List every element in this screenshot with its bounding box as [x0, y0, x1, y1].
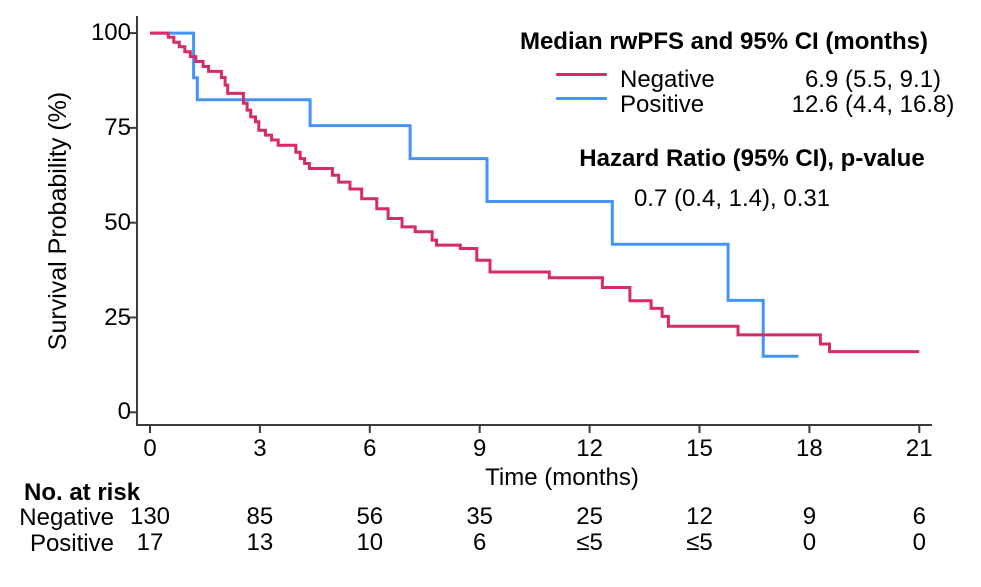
legend-label-positive: Positive — [620, 91, 705, 118]
at-risk-count-negative: 12 — [686, 503, 713, 530]
y-tick-label: 25 — [104, 303, 131, 331]
negative-line-swatch-icon — [556, 73, 607, 76]
survival-curve-negative — [150, 31, 920, 354]
x-tick-label: 12 — [576, 435, 603, 462]
x-tick-label: 18 — [796, 435, 823, 462]
at-risk-count-positive: 6 — [473, 529, 487, 556]
y-tick-label: 100 — [90, 19, 131, 47]
x-tick-label: 0 — [143, 435, 157, 462]
legend-value-positive: 12.6 (4.4, 16.8) — [791, 91, 955, 118]
x-tick-label: 15 — [686, 435, 713, 462]
x-axis-title: Time (months) — [485, 464, 639, 491]
x-tick-label: 21 — [905, 435, 933, 462]
at-risk-count-negative: 130 — [129, 503, 171, 530]
positive-line-swatch-icon — [556, 97, 607, 100]
at-risk-count-negative: 56 — [356, 503, 384, 530]
y-tick-label: 50 — [104, 208, 131, 236]
at-risk-count-positive: 0 — [802, 529, 817, 556]
at-risk-count-negative: 9 — [802, 503, 817, 530]
legend-label-negative: Negative — [620, 66, 715, 93]
at-risk-count-negative: 6 — [912, 503, 926, 530]
at-risk-count-positive: ≤5 — [686, 529, 713, 556]
hazard-ratio-title: Hazard Ratio (95% CI), p-value — [579, 145, 925, 172]
legend-title: Median rwPFS and 95% CI (months) — [519, 28, 929, 55]
at-risk-count-negative: 25 — [576, 503, 603, 530]
at-risk-count-positive: 0 — [912, 529, 926, 556]
y-axis-title: Survival Probability (%) — [43, 91, 72, 351]
survival-curve-positive — [150, 31, 799, 358]
x-tick-label: 9 — [473, 435, 487, 462]
at-risk-count-positive: 17 — [136, 529, 164, 556]
at-risk-count-positive: 13 — [246, 529, 274, 556]
at-risk-count-negative: 35 — [466, 503, 494, 530]
at-risk-table-title: No. at risk — [24, 479, 141, 506]
at-risk-row-label-positive: Positive — [29, 530, 114, 557]
legend-value-negative: 6.9 (5.5, 9.1) — [804, 66, 942, 93]
x-tick-label: 6 — [363, 435, 377, 462]
hazard-ratio-value: 0.7 (0.4, 1.4), 0.31 — [633, 185, 831, 212]
y-tick-label: 0 — [117, 398, 131, 426]
at-risk-count-positive: 10 — [356, 529, 384, 556]
at-risk-row-label-negative: Negative — [19, 504, 114, 531]
at-risk-count-positive: ≤5 — [576, 529, 603, 556]
at-risk-count-negative: 85 — [246, 503, 274, 530]
y-tick-label: 75 — [104, 113, 131, 141]
x-tick-label: 3 — [253, 435, 267, 462]
